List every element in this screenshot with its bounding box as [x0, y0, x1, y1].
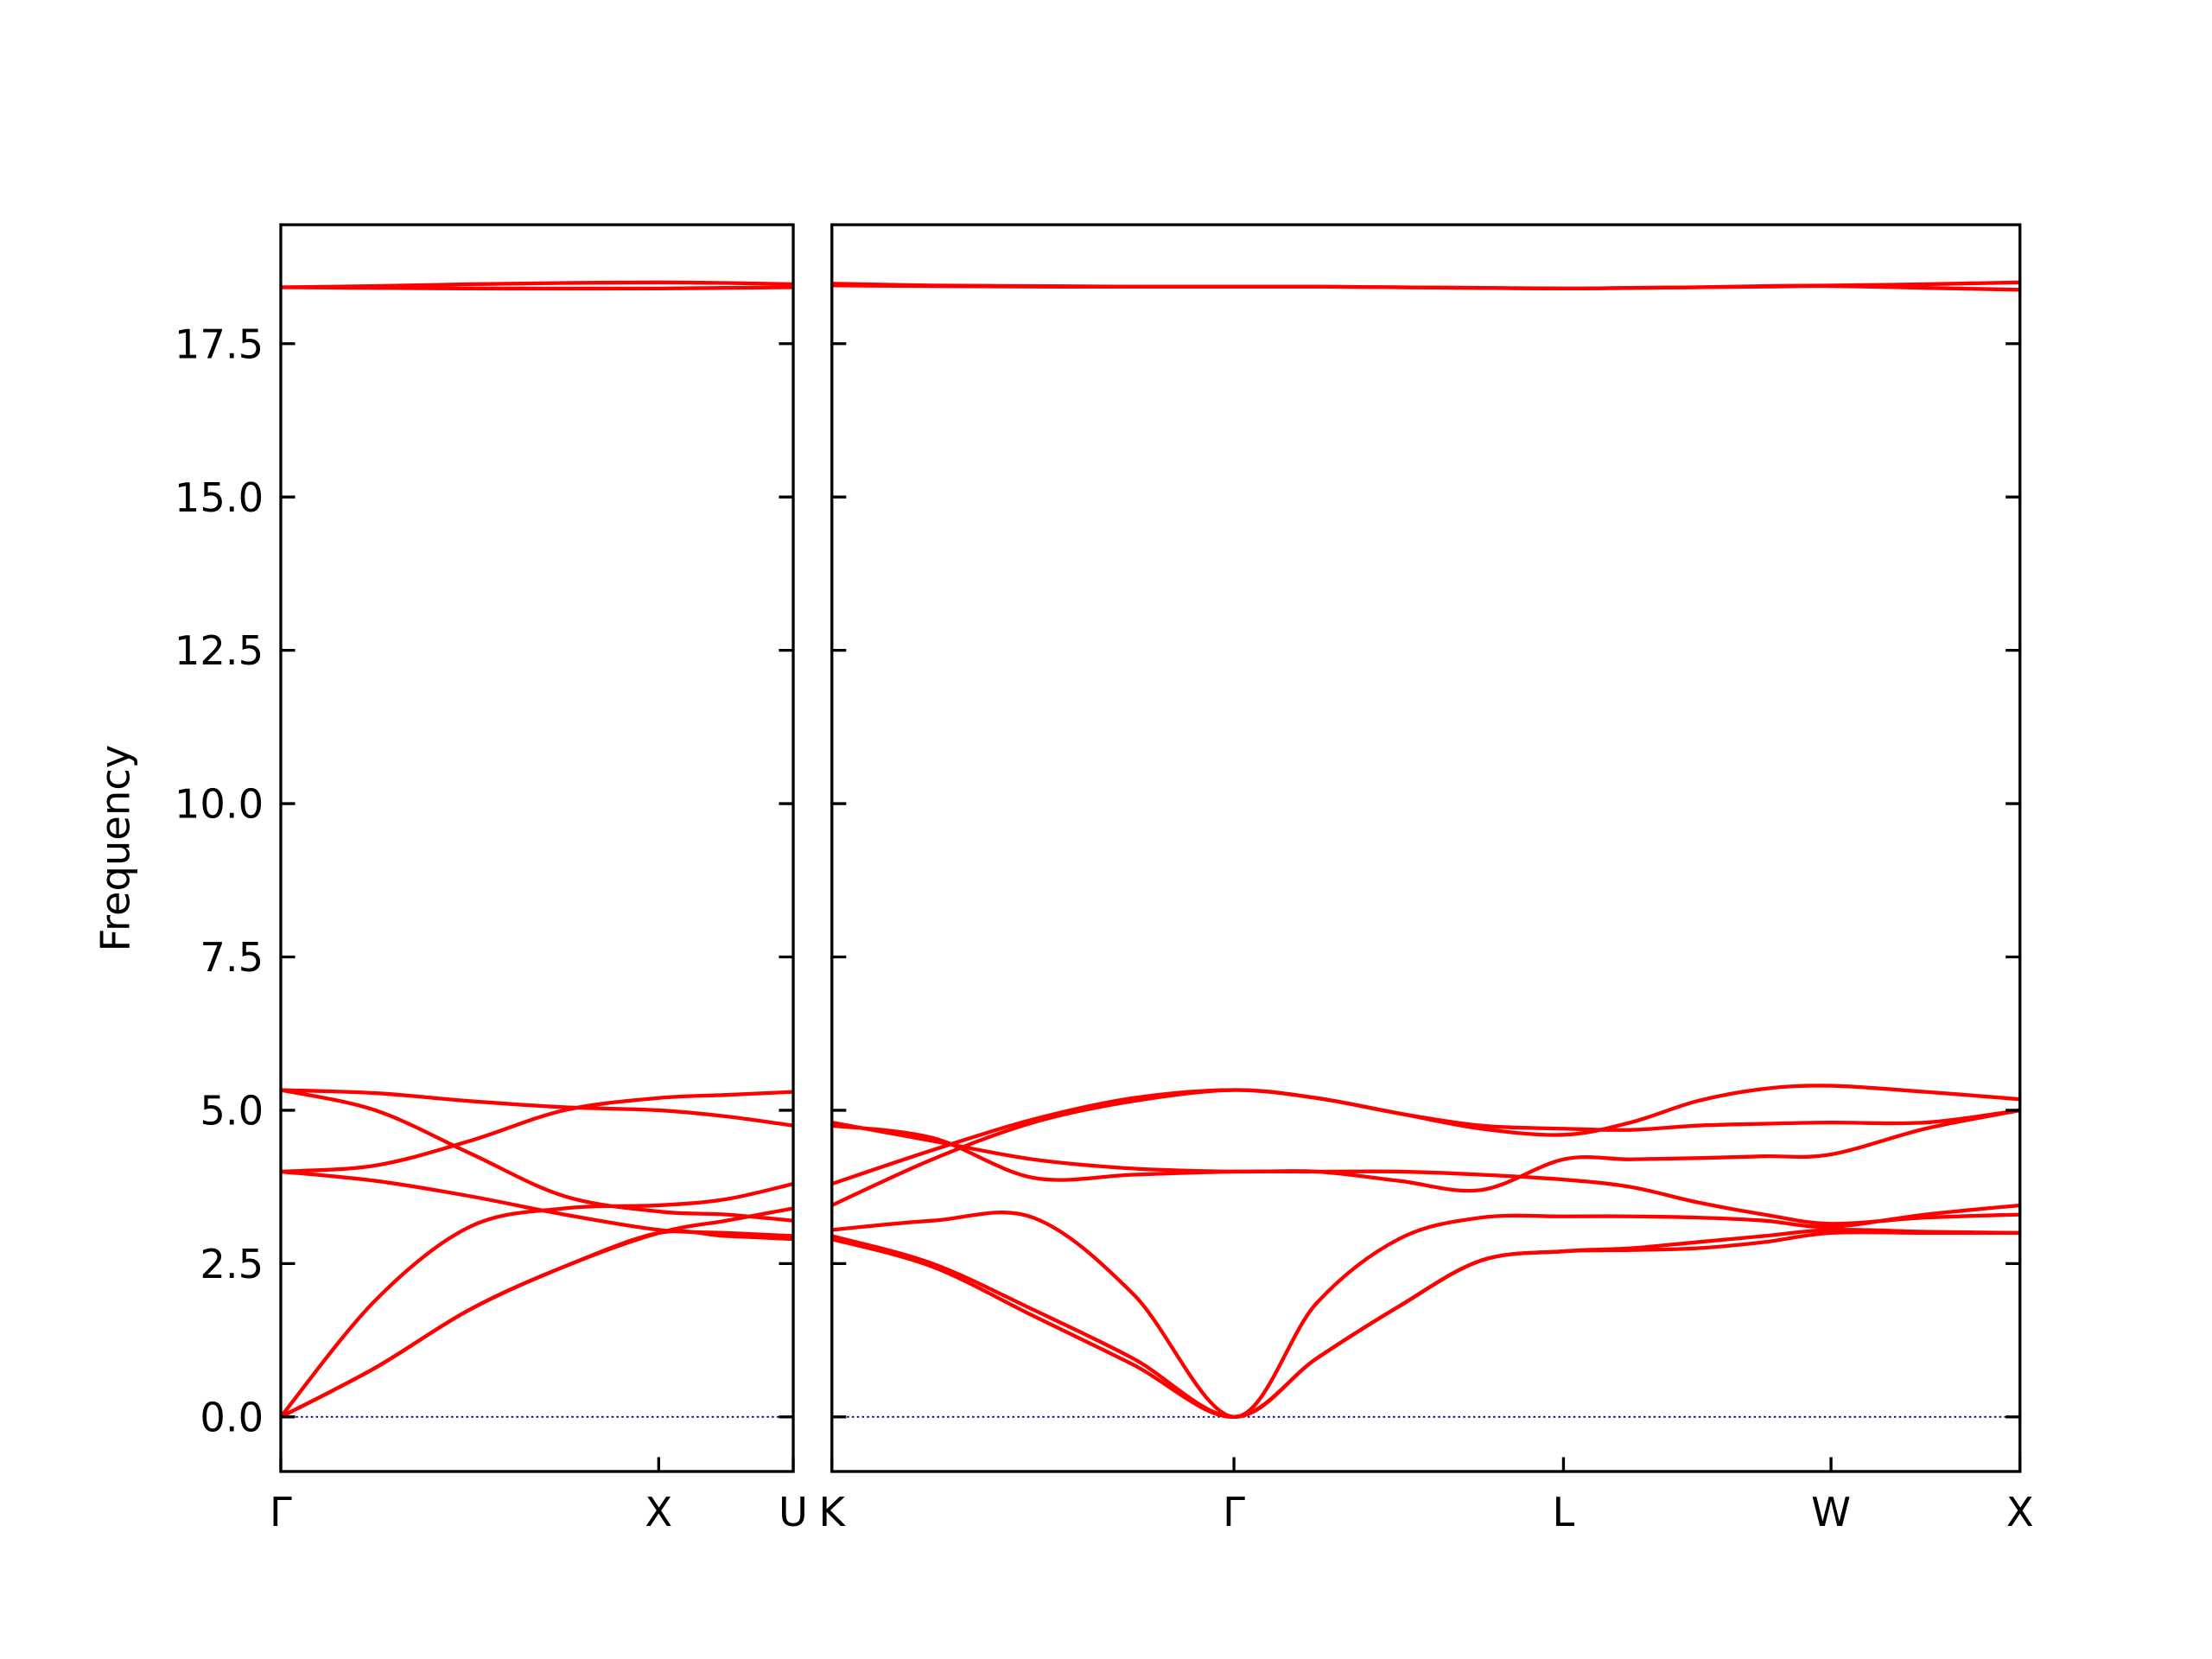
band-line [831, 283, 2020, 292]
x-tick-label: Γ [1223, 1489, 1245, 1535]
y-tick-label: 10.0 [175, 781, 264, 828]
band-line [830, 1088, 2021, 1207]
x-tick-label: K [819, 1489, 847, 1535]
band-line [280, 1088, 794, 1223]
x-tick-label: X [645, 1489, 672, 1535]
plot-frame [830, 223, 2022, 1473]
band-line [280, 1090, 794, 1174]
band-line [280, 1088, 794, 1128]
y-tick-label: 12.5 [175, 627, 264, 674]
plot-frame [279, 223, 795, 1473]
y-tick-label: 5.0 [200, 1088, 264, 1135]
band-line [831, 1084, 2020, 1186]
y-tick-label: 7.5 [200, 934, 264, 981]
x-tick-label: U [779, 1489, 808, 1535]
x-tick-label: X [2006, 1489, 2034, 1535]
y-tick-label: 2.5 [200, 1241, 264, 1287]
band-line [280, 285, 794, 291]
x-tick-label: L [1553, 1489, 1575, 1535]
y-axis-label: Frequency [92, 745, 138, 952]
y-tick-label: 15.0 [175, 474, 264, 521]
band-line [831, 1228, 2020, 1419]
band-line [279, 1206, 794, 1419]
band-line [831, 1108, 2021, 1193]
x-tick-label: Γ [270, 1489, 292, 1535]
band-line [280, 1169, 794, 1238]
y-tick-label: 17.5 [175, 321, 264, 367]
y-tick-label: 0.0 [200, 1394, 264, 1440]
x-tick-label: W [1811, 1489, 1851, 1535]
band-line [831, 1123, 2020, 1226]
band-line [831, 1203, 2020, 1419]
